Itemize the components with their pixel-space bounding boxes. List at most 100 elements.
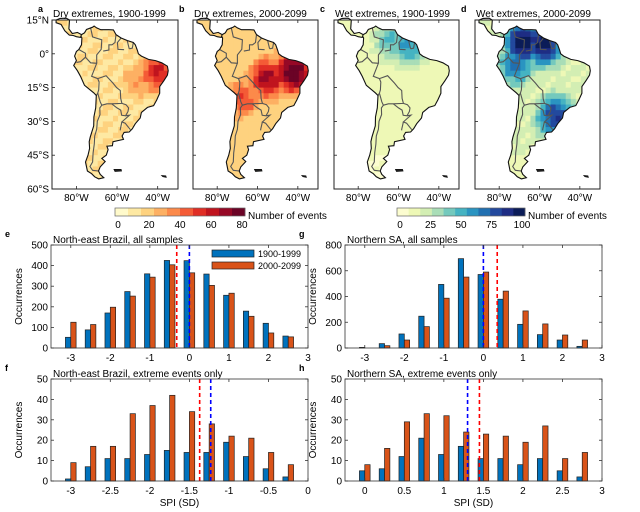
map-cell xyxy=(339,155,345,162)
map-cell xyxy=(550,166,557,173)
map-cell xyxy=(505,76,511,83)
map-cell xyxy=(133,48,139,55)
map-cell xyxy=(314,26,320,32)
map-cell xyxy=(419,81,426,89)
map-cell xyxy=(429,177,436,179)
map-cell xyxy=(550,93,557,100)
map-cell xyxy=(169,172,175,178)
map-cell xyxy=(399,155,406,162)
x-tick-label: 0.5 xyxy=(397,486,411,497)
map-cell xyxy=(56,115,58,122)
map-cell xyxy=(591,166,597,172)
map-cell xyxy=(575,20,582,27)
map-cell xyxy=(148,160,155,167)
map-cell xyxy=(550,160,557,167)
map-cell xyxy=(580,76,587,83)
map-cell xyxy=(505,98,511,105)
map-cell xyxy=(273,149,280,156)
map-cell xyxy=(138,160,144,167)
map-cell xyxy=(535,149,542,156)
map-cell xyxy=(585,20,591,27)
map-cell xyxy=(56,110,58,117)
map-cell xyxy=(520,149,526,156)
map-cell xyxy=(223,48,229,55)
map-cell xyxy=(515,132,521,139)
map-cell xyxy=(293,104,300,111)
map-cell xyxy=(128,59,134,66)
map-cell xyxy=(72,149,78,156)
map-cell xyxy=(203,53,209,60)
map-cell xyxy=(349,20,355,27)
x-tick-label: -2 xyxy=(106,353,115,364)
map-cell xyxy=(268,59,275,66)
map-cell xyxy=(344,59,350,66)
map-cell xyxy=(208,166,214,173)
map-cell xyxy=(338,81,340,89)
map-cell xyxy=(107,31,114,38)
map-cell xyxy=(515,138,521,145)
map-cell xyxy=(399,48,406,55)
map-cell xyxy=(198,121,204,128)
map-cell xyxy=(480,42,486,49)
map-cell xyxy=(128,121,134,128)
map-cell xyxy=(263,65,270,72)
map-cell xyxy=(560,93,567,100)
map-cell xyxy=(580,166,587,173)
map-cell xyxy=(57,93,63,100)
map-cell xyxy=(92,42,99,49)
map-cell xyxy=(197,155,199,162)
map-cell xyxy=(273,172,280,179)
map-cell xyxy=(107,87,114,94)
map-cell xyxy=(429,76,436,83)
x-tick-label: 3 xyxy=(305,353,311,364)
map-cell xyxy=(535,177,542,179)
bar-2000-2099 xyxy=(562,458,569,482)
map-cell xyxy=(434,127,441,134)
map-cell xyxy=(439,31,446,38)
map-cell xyxy=(596,116,602,122)
map-cell xyxy=(309,48,315,54)
map-cell xyxy=(218,110,224,117)
map-cell xyxy=(314,43,320,49)
map-cell xyxy=(118,143,124,151)
map-cell xyxy=(444,65,450,72)
map-cell xyxy=(97,70,104,77)
map-cell xyxy=(138,127,144,134)
map-cell xyxy=(102,149,109,156)
y-tick-label: 100 xyxy=(31,323,48,334)
map-cell xyxy=(218,172,224,179)
map-cell xyxy=(565,104,572,111)
map-cell xyxy=(77,143,83,151)
map-cell xyxy=(57,155,63,162)
map-cell xyxy=(57,172,63,179)
map-cell xyxy=(314,99,320,105)
map-cell xyxy=(288,155,295,162)
map-cell xyxy=(67,31,73,38)
map-cell xyxy=(359,121,365,128)
map-cell xyxy=(92,31,99,38)
map-cell xyxy=(314,172,320,178)
map-cell xyxy=(384,166,390,173)
bar-2000-2099 xyxy=(403,339,410,349)
map-cell xyxy=(359,115,365,122)
map-cell xyxy=(439,149,446,156)
map-cell xyxy=(293,115,300,122)
map-cell xyxy=(555,53,562,60)
map-cell xyxy=(369,155,375,162)
map-cell xyxy=(309,20,315,26)
map-cell xyxy=(123,31,129,38)
colorbar-swatch xyxy=(408,208,421,216)
map-cell xyxy=(364,177,370,179)
map-cell xyxy=(198,149,204,156)
map-cell xyxy=(163,81,169,89)
map-cell xyxy=(174,76,180,82)
map-cell xyxy=(339,172,345,179)
colorbar-label: Number of events xyxy=(528,211,607,222)
y-tick-label: 300 xyxy=(31,282,48,293)
map-cell xyxy=(455,31,461,37)
map-cell xyxy=(253,115,260,122)
map-cell xyxy=(143,31,150,38)
map-cell xyxy=(62,25,68,32)
map-cell xyxy=(153,166,160,173)
map-cell xyxy=(550,42,557,49)
